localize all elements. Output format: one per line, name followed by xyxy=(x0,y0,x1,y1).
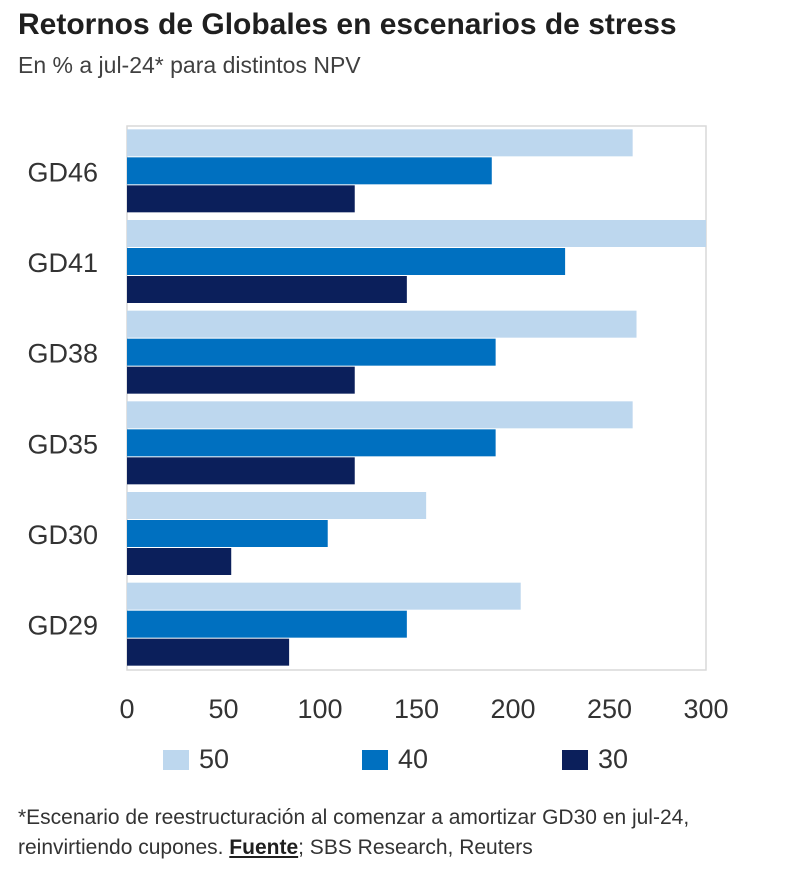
bar-gd30-30 xyxy=(127,548,232,575)
legend-label: 40 xyxy=(398,744,429,774)
bar-gd38-30 xyxy=(127,366,355,394)
bar-gd35-30 xyxy=(127,457,355,485)
x-tick-label: 0 xyxy=(119,694,134,724)
legend-label: 50 xyxy=(199,744,230,774)
chart-legend: 50 40 30 xyxy=(0,738,800,778)
plot-frame xyxy=(126,125,707,671)
bar-chart: GD46 GD41 GD38 GD35 GD30 GD29 0 50 100 150 200 250 3… xyxy=(27,125,729,724)
legend-item-50: 50 xyxy=(163,744,229,775)
bar-gd35-50 xyxy=(127,401,633,429)
x-tick-label: 150 xyxy=(394,694,439,724)
bar-gd46-50 xyxy=(127,129,633,157)
category-label: GD38 xyxy=(27,339,98,369)
bar-gd41-30 xyxy=(127,276,407,303)
bar-gd38-40 xyxy=(127,338,496,366)
x-tick-label: 300 xyxy=(683,694,728,724)
legend-item-30: 30 xyxy=(562,744,628,775)
bar-gd38-50 xyxy=(127,310,637,338)
footnote: *Escenario de reestructuración al comenz… xyxy=(18,803,788,863)
bar-gd46-40 xyxy=(127,157,492,185)
bar-gd29-50 xyxy=(127,582,521,610)
bar-gd41-50 xyxy=(127,220,706,247)
legend-swatch xyxy=(562,749,588,770)
bar-gd41-40 xyxy=(127,248,566,275)
x-tick-label: 200 xyxy=(490,694,535,724)
bar-gd29-30 xyxy=(127,638,290,666)
category-label: GD29 xyxy=(27,611,98,641)
x-tick-label: 50 xyxy=(208,694,238,724)
bar-gd30-40 xyxy=(127,520,328,547)
legend-swatch xyxy=(362,749,388,770)
bar-gd29-40 xyxy=(127,610,407,638)
bar-gd30-50 xyxy=(127,492,427,519)
chart-title: Retornos de Globales en escenarios de st… xyxy=(18,8,677,41)
category-label: GD41 xyxy=(27,248,98,278)
legend-label: 30 xyxy=(598,744,629,774)
footnote-source-text: ; SBS Research, Reuters xyxy=(298,836,533,859)
category-label: GD35 xyxy=(27,429,98,459)
legend-item-40: 40 xyxy=(362,744,428,775)
chart-subtitle: En % a jul-24* para distintos NPV xyxy=(18,52,361,78)
x-tick-label: 100 xyxy=(297,694,342,724)
footnote-source-label: Fuente xyxy=(229,836,299,859)
footnote-text: *Escenario de reestructuración al comenz… xyxy=(18,806,690,859)
x-tick-label: 250 xyxy=(587,694,632,724)
bar-gd46-30 xyxy=(127,185,355,213)
bar-gd35-40 xyxy=(127,429,496,457)
category-label: GD46 xyxy=(27,157,98,187)
category-label: GD30 xyxy=(27,520,98,550)
legend-swatch xyxy=(163,749,189,770)
